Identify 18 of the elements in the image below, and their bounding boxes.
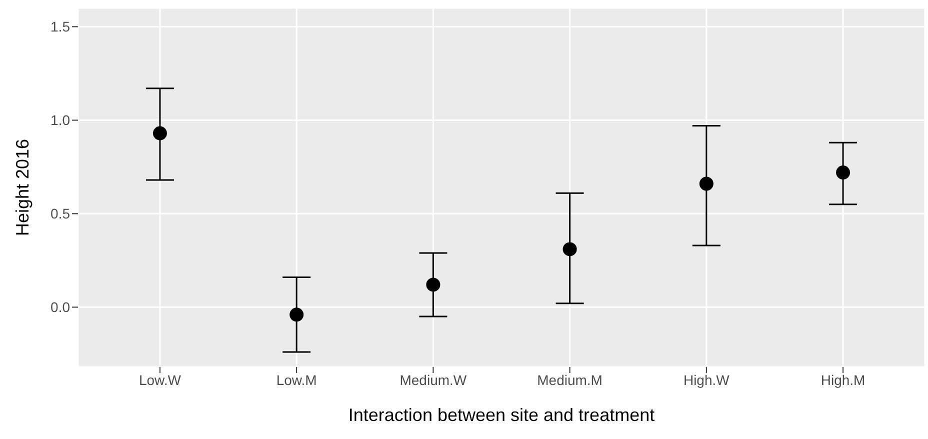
- y-tick-label: 1.5: [50, 18, 70, 35]
- x-tick-label: Low.M: [276, 372, 317, 388]
- y-tick-label: 0.0: [50, 299, 70, 316]
- y-axis-title: Height 2016: [12, 138, 32, 236]
- x-tick-label: Medium.W: [400, 372, 468, 388]
- x-tick-label: High.M: [820, 372, 866, 388]
- point: [562, 242, 577, 256]
- point: [699, 176, 714, 191]
- x-tick-label: High.W: [683, 372, 730, 388]
- point: [426, 278, 440, 292]
- x-tick-label: Medium.M: [537, 372, 602, 388]
- x-axis-title: Interaction between site and treatment: [348, 405, 655, 425]
- x-tick-label: Low.W: [138, 372, 182, 388]
- y-tick-label: 1.0: [50, 112, 70, 128]
- y-tick-label: 0.5: [50, 206, 70, 222]
- point: [836, 166, 850, 180]
- point: [290, 308, 304, 322]
- point: [152, 126, 167, 140]
